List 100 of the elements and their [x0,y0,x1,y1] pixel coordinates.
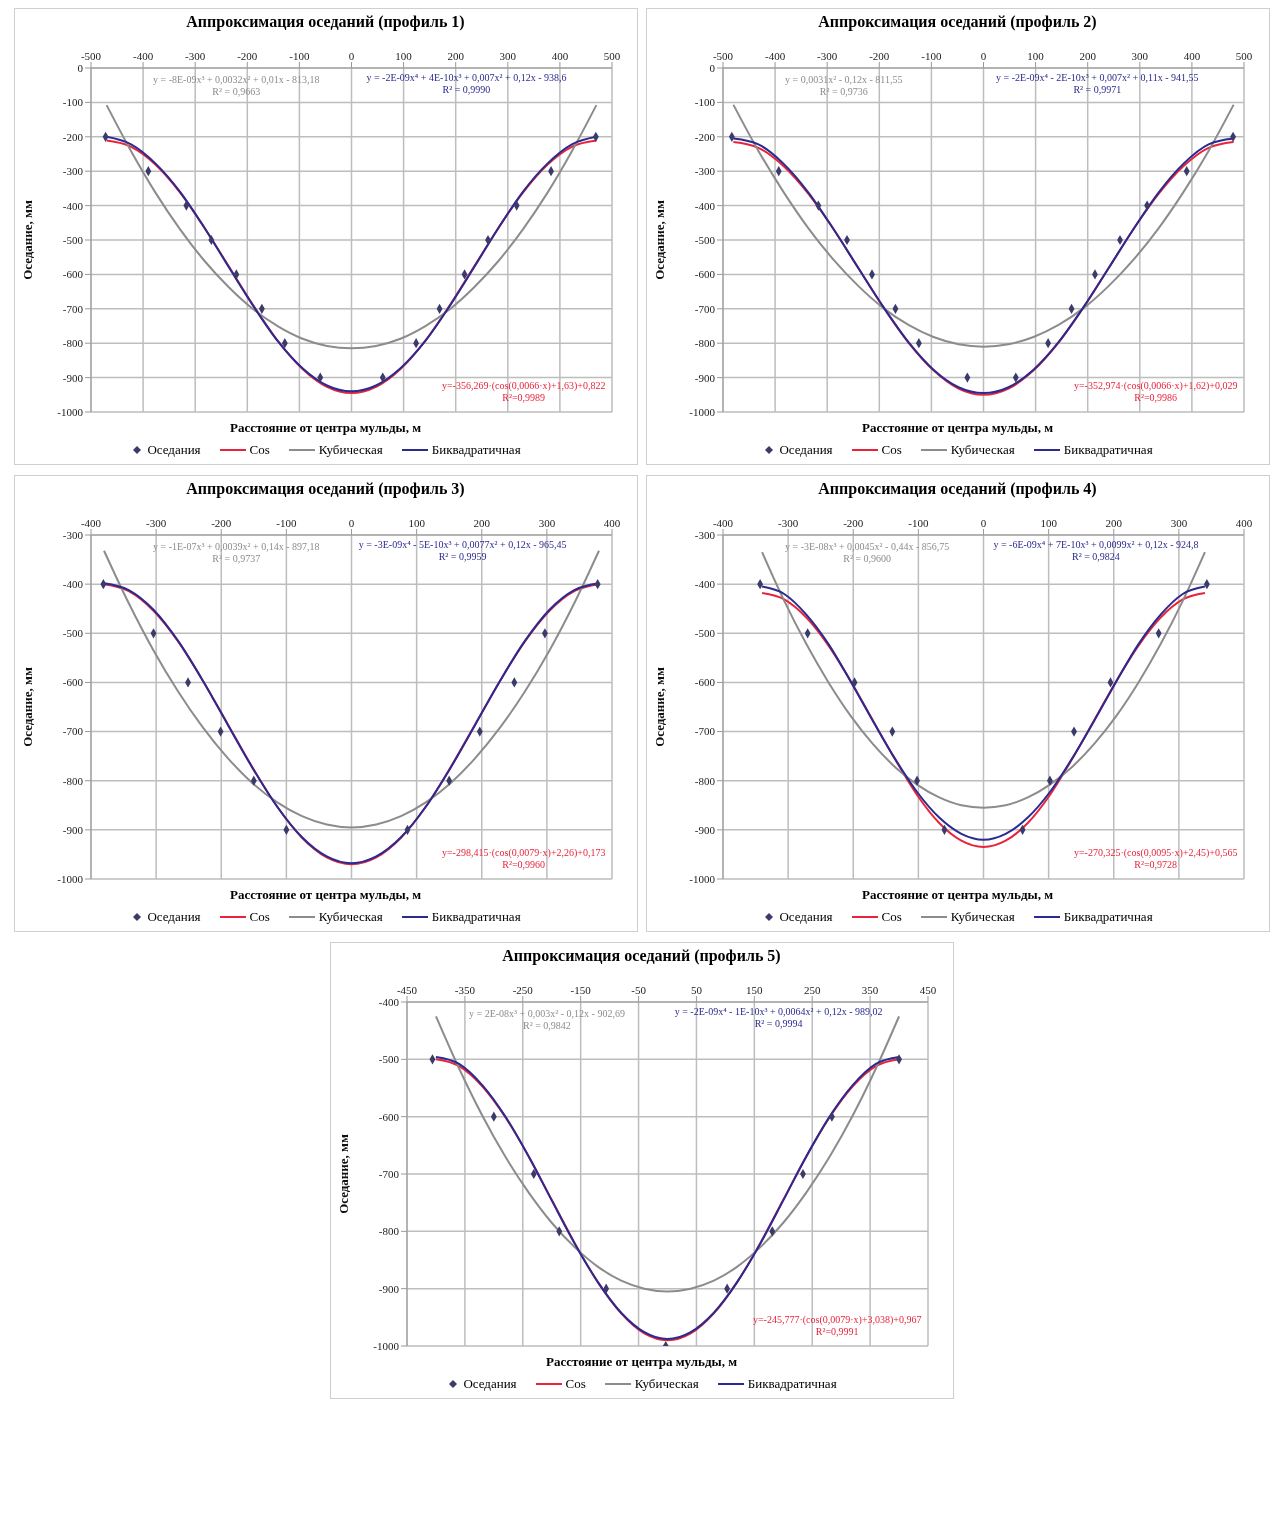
annotation: R² = 0,9842 [522,1020,572,1032]
x-tick-label: 100 [407,517,425,529]
y-tick-label: -300 [694,165,715,178]
x-tick-label: 100 [1039,517,1057,529]
x-tick-label: -200 [236,50,258,62]
x-tick-label: 100 [1026,50,1044,62]
x-tick-label: 400 [603,517,621,529]
annotation: y=-352,974·(cos(0,0066·x)+1,62)+0,029 [1073,380,1238,392]
y-tick-label: -500 [694,233,715,246]
y-tick-label: -400 [62,578,83,591]
y-tick-label: -900 [62,371,83,384]
x-tick-label: -450 [396,984,418,996]
annotation: y = -2E-09x⁴ - 2E-10x³ + 0,007x² + 0,11x - 941,55 [996,72,1199,84]
y-tick-label: -600 [694,268,715,281]
y-axis-title: Оседание, мм [651,200,667,280]
y-tick-label: -800 [378,1225,399,1238]
x-tick-label: 200 [1105,517,1122,529]
annotation: y = -8E-09x³ + 0,0032x² + 0,01x - 813,18 [153,74,320,86]
x-tick-label: -300 [184,50,206,62]
x-tick-label: -500 [80,50,102,62]
legend-label: Кубическая [318,909,383,925]
y-tick-label: -900 [378,1282,399,1295]
y-tick-label: 0 [77,61,83,74]
y-tick-label: -400 [694,578,715,591]
y-tick-label: 0 [709,61,715,74]
x-tick-label: -100 [288,50,310,62]
annotation: R² = 0,9737 [211,553,262,565]
x-tick-label: 200 [446,50,464,62]
annotation: R²=0,9960 [501,859,547,871]
y-tick-label: -300 [694,528,715,541]
y-tick-label: -400 [694,199,715,212]
x-tick-label: -400 [712,517,734,529]
annotation: R²=0,9989 [501,392,547,404]
y-tick-label: -1000 [688,405,715,418]
annotation: y=-270,325·(cos(0,0095·x)+2,45)+0,565 [1073,847,1238,859]
legend-label: Биквадратичная [431,442,521,458]
y-tick-label: -300 [62,165,83,178]
y-tick-label: -300 [62,528,83,541]
legend-label: Оседания [779,909,833,925]
x-tick-label: -100 [920,50,942,62]
x-tick-label: 150 [745,984,763,996]
annotation: R²=0,9986 [1133,392,1179,404]
x-tick-label: 200 [473,517,490,529]
x-tick-label: 300 [1170,517,1188,529]
y-tick-label: -1000 [688,872,715,885]
annotation: R² = 0,9990 [441,84,492,96]
x-tick-label: 200 [1078,50,1096,62]
y-tick-label: -600 [62,676,83,689]
annotation: y = 0,0031x² - 0,12x - 811,55 [785,74,903,86]
legend-label: Биквадратичная [431,909,521,925]
annotation: y=-356,269·(cos(0,0066·x)+1,63)+0,822 [441,380,606,392]
x-tick-label: 0 [348,50,355,62]
annotation: y = -2E-09x⁴ - 1E-10x³ + 0,0064x² + 0,12x - 989,02 [674,1006,883,1018]
x-tick-label: 300 [538,517,556,529]
x-tick-label: -500 [712,50,734,62]
y-tick-label: -1000 [372,1339,399,1352]
x-tick-label: -400 [80,517,102,529]
x-tick-label: 400 [1183,50,1201,62]
annotation: y = -3E-09x⁴ - 5E-10x³ + 0,0077x² + 0,12x - 965,45 [358,539,567,551]
x-tick-label: -300 [145,517,167,529]
legend-label: Cos [249,909,270,925]
annotation: y = -3E-08x³ + 0,0045x² - 0,44x - 856,75 [785,541,950,553]
y-tick-label: -600 [378,1110,399,1123]
line-series [105,104,597,350]
annotation: R²=0,9991 [814,1326,860,1338]
legend-label: Оседания [779,442,833,458]
x-axis-title: Расстояние от центра мульды, м [545,1354,738,1370]
y-tick-label: -900 [694,371,715,384]
y-tick-label: -900 [694,823,715,836]
x-tick-label: 0 [980,50,987,62]
x-tick-label: 250 [803,984,821,996]
x-tick-label: 400 [551,50,569,62]
y-axis-title: Оседание, мм [19,667,35,747]
x-axis-title: Расстояние от центра мульды, м [229,420,422,436]
x-axis-title: Расстояние от центра мульды, м [861,887,1054,903]
x-tick-label: -150 [570,984,591,996]
y-tick-label: -500 [694,627,715,640]
y-tick-label: -600 [694,676,715,689]
y-tick-label: -800 [62,337,83,350]
y-tick-label: -1000 [56,872,83,885]
annotation: R² = 0,9971 [1072,84,1123,96]
legend-label: Кубическая [634,1376,699,1392]
annotation: R² = 0,9824 [1071,551,1121,563]
y-axis-title: Оседание, мм [651,667,667,747]
y-tick-label: -1000 [56,405,83,418]
annotation: y = -1E-07x³ + 0,0039x² + 0,14x - 897,18 [153,541,320,553]
y-axis-title: Оседание, мм [19,200,35,280]
y-tick-label: -500 [378,1053,399,1066]
chart-title: Аппроксимация оседаний (профиль 2) [817,13,1098,31]
chart-title: Аппроксимация оседаний (профиль 5) [501,947,782,965]
x-tick-label: 300 [1131,50,1149,62]
annotation: y = -6E-09x⁴ + 7E-10x³ + 0,0099x² + 0,12x - 924,8 [993,539,1199,551]
x-tick-label: -300 [777,517,799,529]
x-tick-label: -200 [868,50,890,62]
x-tick-label: -250 [512,984,533,996]
x-tick-label: 500 [1235,50,1253,62]
legend-label: Кубическая [318,442,383,458]
x-tick-label: 0 [348,517,355,529]
y-axis-title: Оседание, мм [335,1134,351,1214]
y-tick-label: -700 [694,302,715,315]
